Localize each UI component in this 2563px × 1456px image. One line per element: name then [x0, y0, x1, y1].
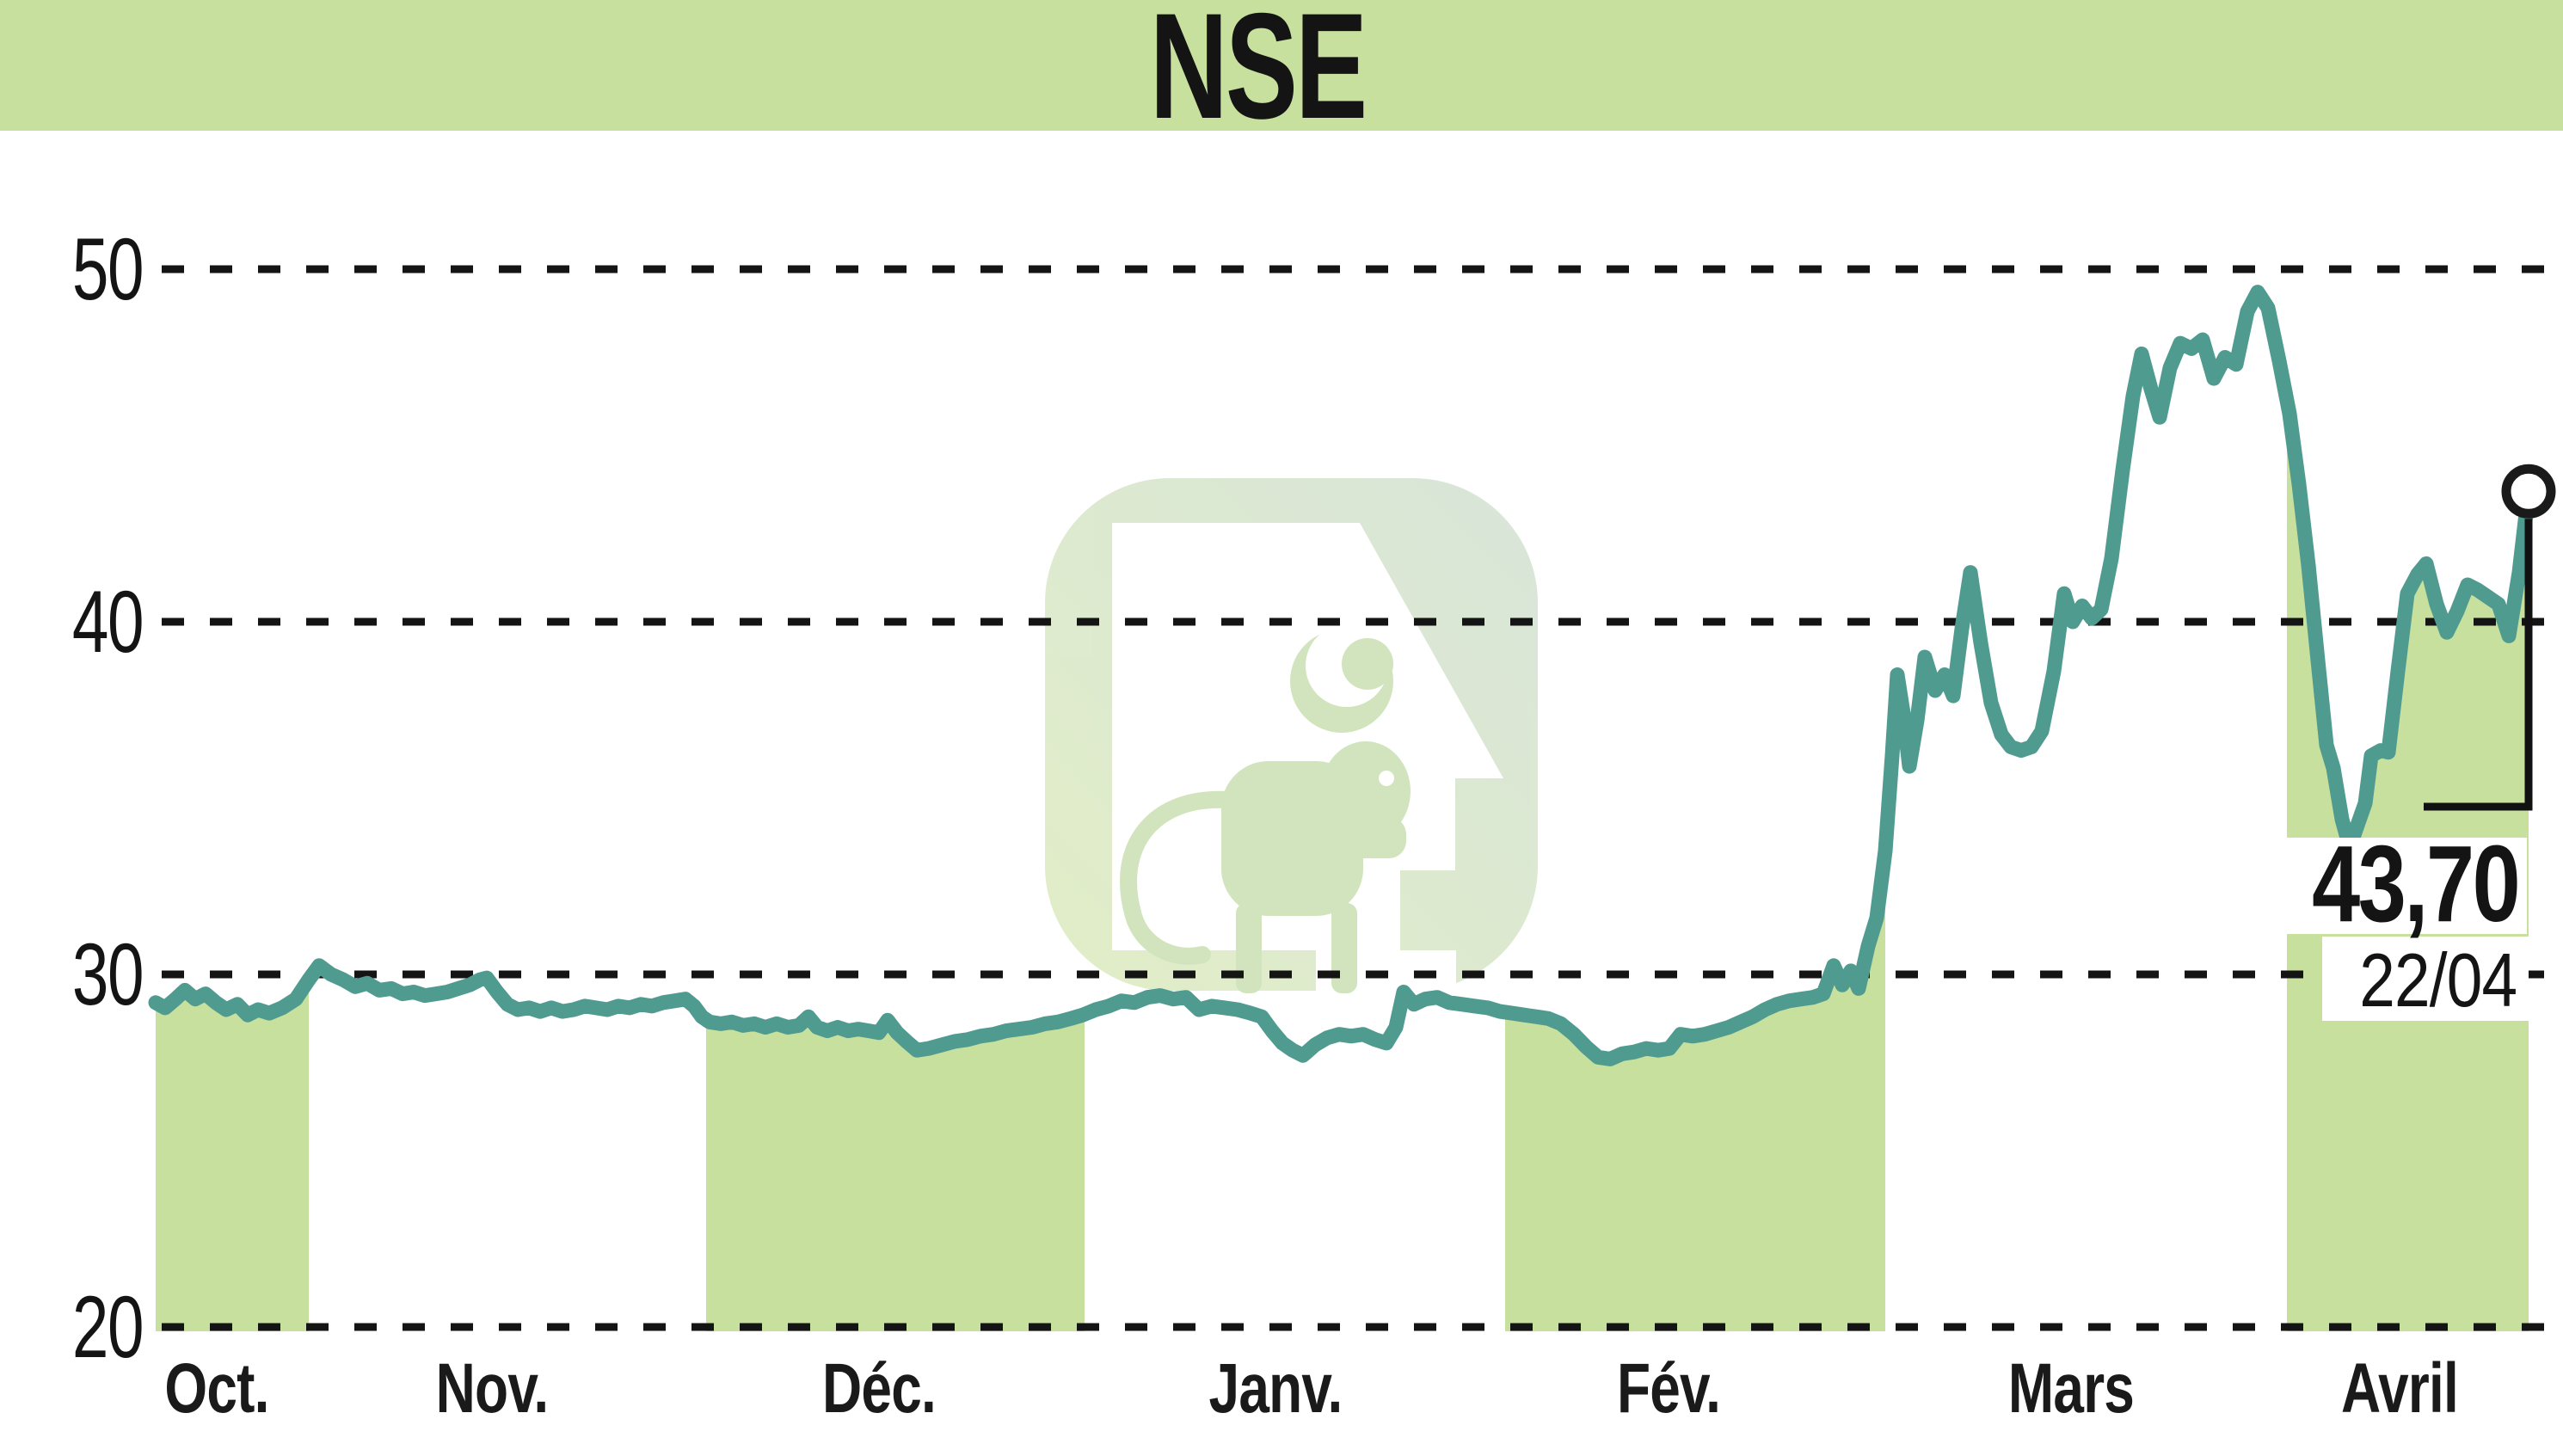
y-tick-label-40: 40	[71, 573, 144, 671]
last-date-label-box	[2322, 937, 2529, 1021]
x-tick-label-mars: Mars	[2007, 1349, 2135, 1428]
y-tick-label-30: 30	[71, 925, 144, 1023]
last-price-value: 43,70	[2311, 823, 2521, 944]
y-tick-label-50: 50	[71, 220, 144, 318]
watermark-head-shape	[1112, 523, 1503, 991]
price-line	[148, 285, 2536, 1066]
watermark-bull-icon	[1120, 624, 1411, 993]
x-tick-label-fv: Fév.	[1616, 1349, 1721, 1428]
gridlines	[162, 265, 2563, 1331]
callout-line	[2424, 519, 2533, 811]
price-line-group	[148, 285, 2536, 1066]
x-tick-label-nov: Nov.	[435, 1349, 550, 1428]
last-date-value: 22/04	[2359, 937, 2517, 1023]
y-tick-label-20: 20	[71, 1278, 144, 1376]
x-tick-label-oct: Oct.	[164, 1349, 269, 1428]
page-title: NSE	[1149, 0, 1368, 151]
x-tick-label-dc: Déc.	[822, 1349, 937, 1428]
header-banner: NSE	[0, 0, 2563, 151]
last-point-marker	[2501, 464, 2556, 519]
watermark-bull-logo-icon	[1045, 478, 1538, 993]
last-point-callout	[2424, 464, 2556, 811]
x-tick-label-avril: Avril	[2341, 1349, 2459, 1428]
x-tick-label-janv: Janv.	[1208, 1349, 1343, 1428]
last-price-label-box	[2267, 838, 2527, 934]
